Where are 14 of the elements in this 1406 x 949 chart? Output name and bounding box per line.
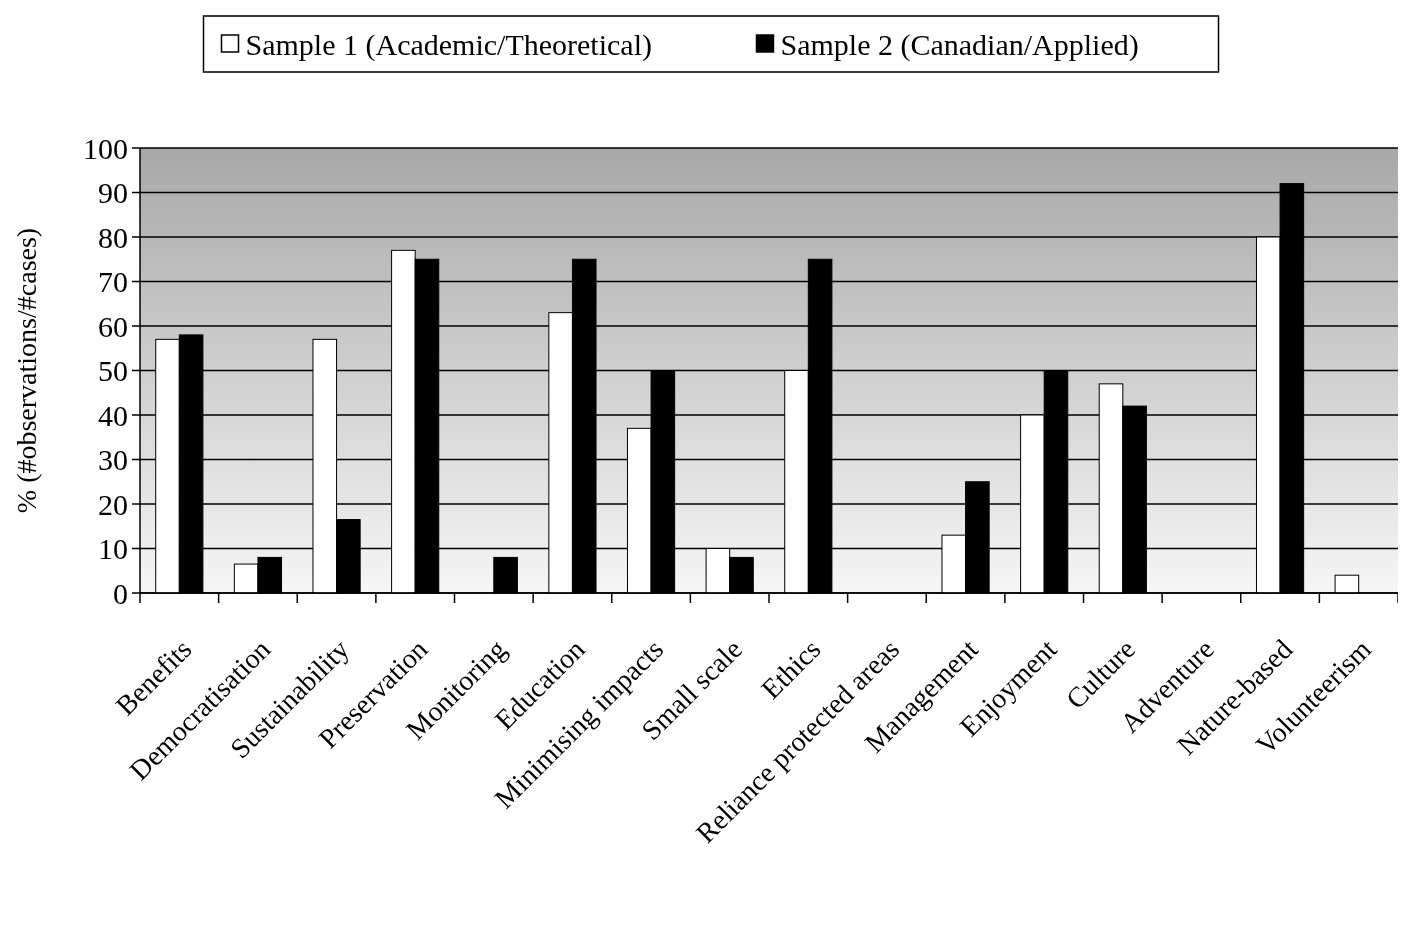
y-tick-label: 70 bbox=[98, 265, 128, 298]
y-tick-label: 0 bbox=[113, 576, 128, 610]
y-tick-label: 90 bbox=[98, 176, 128, 209]
y-tick-label: 30 bbox=[98, 443, 128, 476]
y-tick-label: 100 bbox=[83, 131, 128, 165]
y-tick-label: 40 bbox=[98, 398, 128, 432]
legend-label: Sample 1 (Academic/Theoretical) bbox=[245, 27, 652, 62]
y-axis-title: % (#observations/#cases) bbox=[11, 227, 42, 514]
legend-label: Sample 2 (Canadian/Applied) bbox=[780, 27, 1139, 62]
y-tick-label: 20 bbox=[98, 487, 128, 521]
y-tick-label: 50 bbox=[98, 354, 128, 387]
y-tick-label: 10 bbox=[98, 532, 128, 565]
y-tick-label: 80 bbox=[98, 220, 128, 254]
y-tick-label: 60 bbox=[98, 309, 128, 343]
